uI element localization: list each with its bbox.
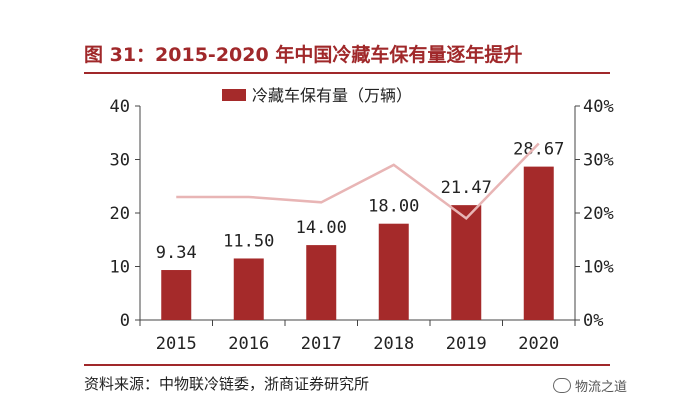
- watermark-text: 物流之道: [575, 380, 628, 395]
- y-tick-label-left: 30: [110, 151, 130, 171]
- data-label: 14.00: [296, 218, 347, 238]
- x-tick-label: 2015: [156, 334, 197, 354]
- bar: [523, 166, 554, 320]
- source-note: 资料来源：中物联冷链委，浙商证券研究所: [84, 375, 370, 393]
- y-tick-label-right: 10%: [583, 258, 614, 278]
- legend-swatch: [222, 89, 246, 101]
- bar: [378, 223, 409, 320]
- data-label: 18.00: [368, 197, 419, 217]
- line-series: [176, 142, 540, 221]
- y-tick-label-right: 30%: [583, 151, 614, 171]
- watermark: 物流之道: [553, 376, 627, 395]
- bar: [451, 205, 482, 320]
- bar: [233, 258, 264, 320]
- legend-label: 冷藏车保有量（万辆）: [252, 86, 412, 105]
- title-rule: [84, 72, 610, 74]
- x-tick-label: 2018: [373, 334, 414, 354]
- y-tick-label-right: 0%: [583, 311, 603, 331]
- bar: [306, 245, 337, 320]
- y-tick-label-left: 10: [110, 258, 130, 278]
- y-tick-label-left: 40: [110, 97, 130, 117]
- y-tick-label-right: 40%: [583, 97, 614, 117]
- x-tick-label: 2017: [301, 334, 342, 354]
- figure-title: 图 31：2015-2020 年中国冷藏车保有量逐年提升: [84, 44, 523, 66]
- source-rule: [84, 364, 610, 366]
- data-label: 9.34: [156, 243, 197, 263]
- y-tick-label-left: 20: [110, 204, 130, 224]
- y-tick-label-left: 0: [120, 311, 130, 331]
- x-tick-label: 2020: [518, 334, 559, 354]
- wechat-icon: [553, 378, 571, 393]
- y-tick-label-right: 20%: [583, 204, 614, 224]
- x-tick-label: 2019: [446, 334, 487, 354]
- bar: [161, 270, 192, 320]
- data-label: 21.47: [441, 178, 492, 198]
- x-tick-label: 2016: [228, 334, 269, 354]
- data-label: 28.67: [513, 140, 564, 160]
- data-label: 11.50: [223, 231, 274, 251]
